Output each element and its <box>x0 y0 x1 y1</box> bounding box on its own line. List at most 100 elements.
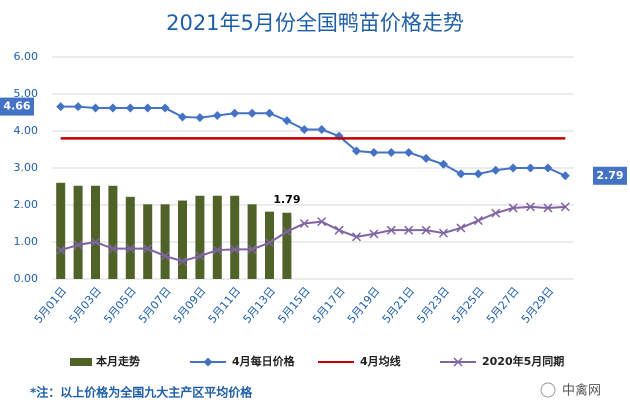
x-tick-label: 5月19日 <box>345 285 383 326</box>
data-label: 1.79 <box>273 193 300 206</box>
point <box>560 171 570 181</box>
chart-title: 2021年5月份全国鸭苗价格走势 <box>166 11 464 35</box>
point <box>108 244 118 254</box>
point <box>212 110 222 120</box>
data-label-box <box>593 166 627 185</box>
point <box>282 116 292 126</box>
point <box>508 163 518 173</box>
legend-label: 4月均线 <box>360 354 401 368</box>
line <box>60 205 566 263</box>
y-tick-label: 1.00 <box>14 235 39 248</box>
point <box>525 202 536 212</box>
point <box>334 225 344 235</box>
point <box>73 240 83 250</box>
bar <box>160 204 170 279</box>
point <box>247 108 257 118</box>
legend-label: 4月每日价格 <box>232 354 296 368</box>
bar <box>265 211 274 279</box>
point <box>56 245 66 255</box>
bar <box>56 182 66 279</box>
x-tick-label: 5月23日 <box>414 285 452 326</box>
point <box>491 165 501 175</box>
point <box>369 147 379 157</box>
point <box>456 169 466 179</box>
x-tick-label: 5月25日 <box>449 285 487 326</box>
x-tick-label: 5月17日 <box>310 285 348 326</box>
x-tick-label: 5月21日 <box>380 285 418 326</box>
bar <box>143 204 153 279</box>
point <box>143 103 153 113</box>
point <box>177 256 188 266</box>
y-tick-label: 4.00 <box>14 124 39 137</box>
y-tick-label: 2.00 <box>14 198 39 211</box>
data-label: 2.79 <box>596 169 623 182</box>
point <box>265 108 274 118</box>
logo-icon <box>540 382 556 398</box>
point <box>351 232 362 242</box>
y-tick-label: 6.00 <box>14 50 39 63</box>
point <box>230 244 240 254</box>
bar <box>195 195 205 279</box>
data-label: 4.66 <box>3 100 30 113</box>
x-tick-label: 5月29日 <box>519 285 557 326</box>
point <box>195 251 205 261</box>
legend-swatch <box>70 358 92 366</box>
point <box>212 245 222 255</box>
bar <box>91 185 100 279</box>
bar <box>125 196 135 279</box>
point <box>299 218 309 229</box>
point <box>282 227 292 237</box>
point <box>421 153 431 163</box>
bar <box>212 195 222 279</box>
y-tick-label: 0.00 <box>14 272 39 285</box>
point <box>404 147 414 157</box>
point <box>456 223 466 233</box>
x-tick-label: 5月05日 <box>101 285 139 326</box>
y-tick-label: 3.00 <box>14 161 39 174</box>
watermark: 中禽网 <box>562 383 601 399</box>
x-tick-label: 5月15日 <box>275 285 313 326</box>
point <box>386 147 396 157</box>
x-tick-label: 5月13日 <box>240 285 278 326</box>
point <box>178 112 187 122</box>
point <box>369 229 379 239</box>
line <box>60 105 566 177</box>
point <box>491 208 501 218</box>
point <box>543 203 553 213</box>
point <box>230 108 240 118</box>
bar <box>73 185 83 279</box>
x-tick-label: 5月01日 <box>32 285 70 326</box>
point <box>560 202 570 212</box>
point <box>203 357 213 367</box>
point <box>90 237 101 247</box>
x-tick-label: 5月09日 <box>171 285 209 326</box>
point <box>73 102 83 112</box>
bar <box>282 212 292 279</box>
point <box>91 103 100 113</box>
point <box>125 244 135 254</box>
x-tick-label: 5月27日 <box>484 285 522 326</box>
legend-label: 2020年5月同期 <box>482 354 564 368</box>
point <box>143 244 153 254</box>
y-tick-label: 5.00 <box>14 87 39 100</box>
point <box>317 125 327 135</box>
point <box>438 228 449 238</box>
point <box>195 113 205 123</box>
point <box>247 244 257 254</box>
point <box>473 216 483 226</box>
x-tick-label: 5月11日 <box>206 285 244 326</box>
point <box>317 217 327 227</box>
point <box>125 103 135 113</box>
point <box>299 125 309 135</box>
point <box>453 357 463 367</box>
point <box>160 103 170 113</box>
bar <box>230 195 240 279</box>
bar <box>247 204 257 279</box>
x-tick-label: 5月07日 <box>136 285 174 326</box>
point <box>160 251 170 261</box>
point <box>108 103 118 113</box>
point <box>56 102 66 112</box>
footnote: *注：以上价格为全国九大主产区平均价格 <box>30 385 253 400</box>
bar <box>178 200 187 279</box>
